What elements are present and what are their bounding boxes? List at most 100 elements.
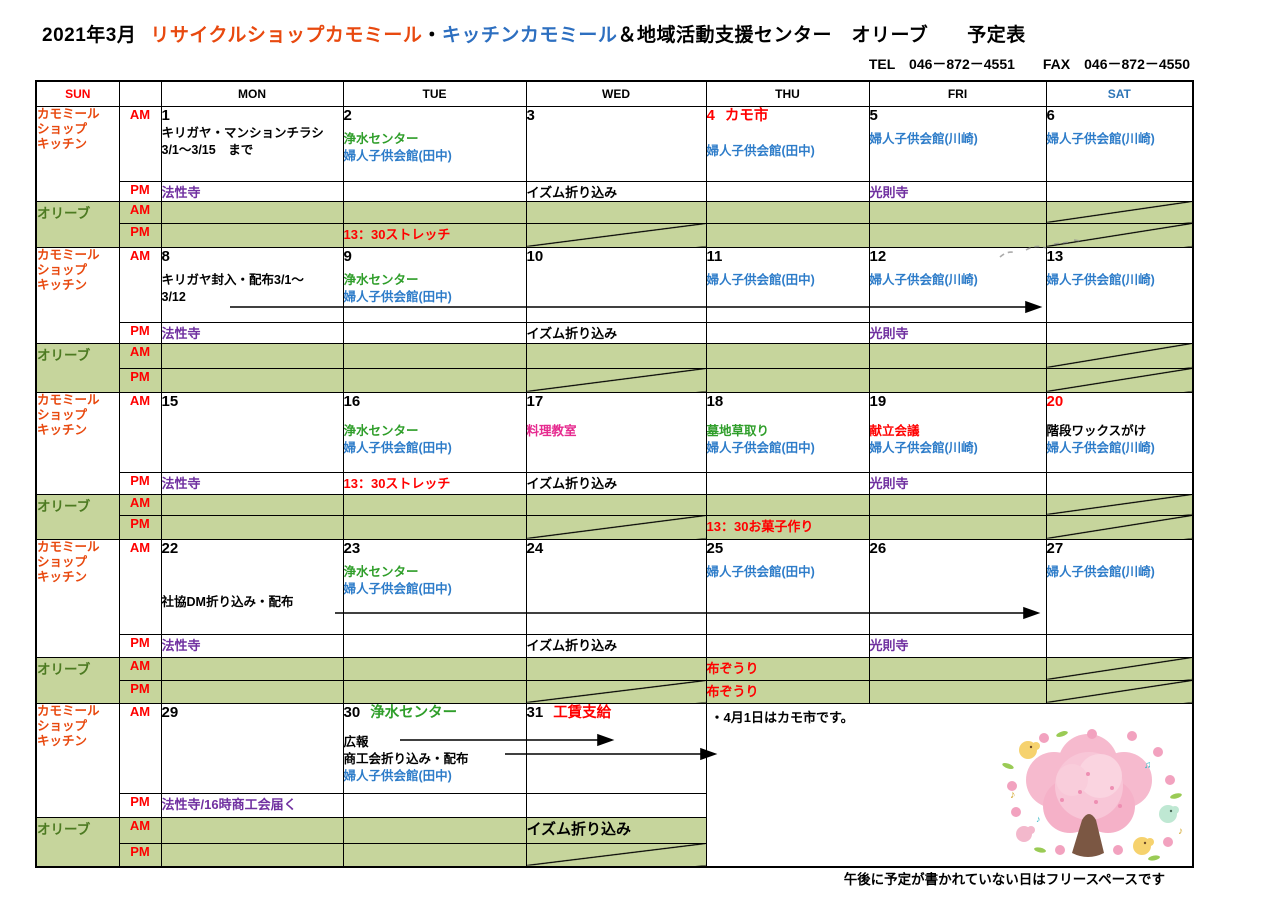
title-month: 2021年3月 [42, 25, 137, 46]
day-number: 13 [1046, 247, 1064, 265]
olive-cell [868, 514, 1047, 540]
olive-cell [342, 514, 527, 540]
header-wed: WED [525, 80, 707, 107]
pm-cell [1045, 321, 1194, 344]
day-number: 6 [1046, 106, 1055, 124]
svg-text:♪: ♪ [1178, 826, 1183, 837]
day-cell: 1 キリガヤ・マンションチラシ 3/1～3/15 まで [160, 105, 344, 182]
week1-olive-am-row: オリーブ AM [35, 200, 1194, 248]
olive-cell-closed [1045, 514, 1194, 540]
olive-cell: イズム折り込み [525, 816, 707, 844]
group-label-chamomile: カモミール ショップ キッチン [35, 246, 120, 344]
header-mon: MON [160, 80, 344, 107]
pm-cell [342, 180, 527, 202]
label-cam-1: カモミール [37, 106, 100, 121]
header-tue: TUE [342, 80, 527, 107]
day-cell: 15 [160, 391, 344, 473]
title-kitchen-name: キッチンカモミール [441, 25, 618, 46]
day-cell: 8 キリガヤ封入・配布3/1～ 3/12 [160, 246, 344, 323]
group-label-olive: オリーブ [35, 816, 120, 868]
olive-cell: 布ぞうり [705, 656, 870, 681]
header-sat: SAT [1045, 80, 1194, 107]
olive-cell [160, 679, 344, 704]
olive-cell [705, 493, 870, 516]
pm-cell [1045, 471, 1194, 495]
week5-olive-pm-row: PM [36, 842, 1193, 868]
group-label-chamomile: カモミール ショップ キッチン [35, 702, 120, 818]
group-label-chamomile: カモミール ショップ キッチン [35, 391, 120, 495]
pm-cell: 光則寺 [868, 471, 1047, 495]
header-blank [118, 80, 162, 107]
day-number: 22 [161, 539, 179, 557]
olive-cell [525, 656, 707, 681]
week4-olive-am-row: オリーブ AM 布ぞうり [35, 656, 1194, 704]
day-cell: 27 婦人子供会館(川崎) [1045, 538, 1194, 635]
olive-cell [342, 656, 527, 681]
pm-label: PM [118, 222, 162, 248]
olive-cell [868, 656, 1047, 681]
contact-line: TEL 046－872－4551 FAX 046－872－4550 [869, 54, 1190, 74]
day-cell: 12 婦人子供会館(川崎) [868, 246, 1047, 323]
day-cell: 11 婦人子供会館(田中) [705, 246, 870, 323]
pm-cell: 光則寺 [868, 321, 1047, 344]
pm-label: PM [118, 792, 162, 818]
olive-cell [705, 342, 870, 369]
olive-cell [342, 200, 527, 224]
pm-label: PM [118, 367, 162, 393]
week5-merged-notes-cell: ・4月1日はカモ市です。 [705, 702, 1194, 868]
day-cell: 10 [525, 246, 707, 323]
pm-label: PM [118, 514, 162, 540]
title-rest: ＆地域活動支援センター オリーブ 予定表 [617, 25, 1026, 46]
day-cell: 9 浄水センター 婦人子供会館(田中) [342, 246, 527, 323]
am-label: AM [118, 493, 162, 516]
am-label: AM [118, 702, 162, 794]
pm-cell: 法性寺 [160, 471, 344, 495]
week4-olive-pm-row: PM 布ぞうり [36, 679, 1194, 704]
group-label-chamomile: カモミール ショップ キッチン [35, 105, 120, 202]
olive-cell [705, 200, 870, 224]
day-number: 25 [706, 539, 724, 557]
olive-cell-closed [1045, 222, 1194, 248]
fax-number: FAX 046－872－4550 [1042, 56, 1190, 72]
olive-cell [705, 222, 870, 248]
olive-cell [342, 679, 527, 704]
pm-cell: 光則寺 [868, 633, 1047, 658]
olive-cell [160, 514, 344, 540]
day-number: 4 [706, 106, 715, 124]
pm-cell [1045, 180, 1194, 202]
pm-label: PM [118, 633, 162, 658]
pm-cell [342, 633, 527, 658]
day-cell: 4 カモ市 婦人子供会館(田中) [705, 105, 870, 182]
pm-label: PM [118, 471, 162, 495]
day-cell: 31 工賃支給 [525, 702, 707, 794]
day-number: 12 [869, 247, 887, 265]
week3-olive-am-row: オリーブ AM [35, 493, 1194, 540]
day-cell: 17 料理教室 [525, 391, 707, 473]
day-cell: 13 婦人子供会館(川崎) [1045, 246, 1194, 323]
day-cell: 25 婦人子供会館(田中) [705, 538, 870, 635]
day-number: 16 [343, 392, 361, 410]
olive-cell [160, 342, 344, 369]
group-label-olive: オリーブ [35, 493, 120, 540]
day-number: 5 [869, 106, 878, 124]
title-dot: ・ [422, 25, 442, 46]
olive-cell [868, 222, 1047, 248]
week4-cam-pm-row: PM 法性寺 イズム折り込み 光則寺 [36, 633, 1194, 658]
week3-cam-pm-row: PM 法性寺 13：30ストレッチ イズム折り込み 光則寺 [36, 471, 1194, 495]
event-cooking-class: 料理教室 [526, 423, 577, 438]
svg-text:♪: ♪ [1036, 814, 1041, 824]
pm-cell: 13：30ストレッチ [342, 471, 527, 495]
event-menu-meeting: 献立会議 [869, 423, 920, 438]
am-label: AM [118, 538, 162, 635]
olive-cell [868, 493, 1047, 516]
pm-cell: イズム折り込み [525, 180, 707, 202]
week2-olive-pm-row: PM [36, 367, 1194, 393]
olive-cell-closed [1045, 679, 1194, 704]
olive-cell [160, 842, 344, 868]
olive-cell [160, 656, 344, 681]
pm-cell: イズム折り込み [525, 321, 707, 344]
week1-cam-pm-row: PM 法性寺 イズム折り込み 光則寺 [36, 180, 1194, 202]
olive-cell [160, 816, 344, 844]
am-label: AM [118, 246, 162, 323]
day-number: 30 [343, 703, 361, 721]
